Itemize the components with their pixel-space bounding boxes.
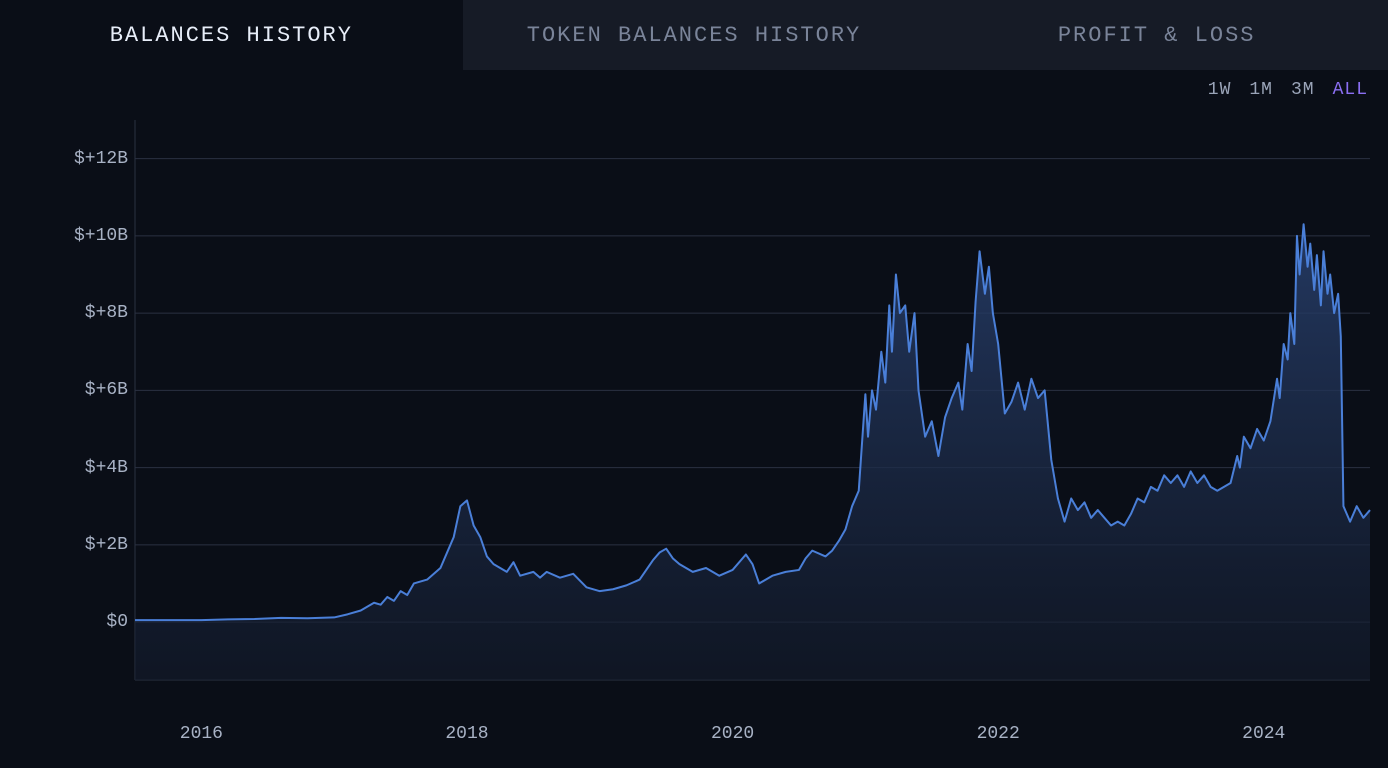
y-axis-label: $+12B xyxy=(74,149,128,169)
x-axis-label: 2020 xyxy=(711,724,754,744)
range-3m[interactable]: 3M xyxy=(1291,80,1315,100)
y-axis-label: $+4B xyxy=(85,458,128,478)
y-axis-label: $+10B xyxy=(74,226,128,246)
range-1m[interactable]: 1M xyxy=(1249,80,1273,100)
tab-balances-history[interactable]: BALANCES HISTORY xyxy=(0,0,463,70)
y-axis-label: $+2B xyxy=(85,535,128,555)
tab-token-balances-history[interactable]: TOKEN BALANCES HISTORY xyxy=(463,0,926,70)
y-axis-label: $+8B xyxy=(85,303,128,323)
balances-history-chart: $0 $+2B $+4B $+6B $+8B $+10B $+12B 2016 2018 2020… xyxy=(0,100,1388,750)
tab-profit-loss[interactable]: PROFIT & LOSS xyxy=(925,0,1388,70)
y-axis-label: $+6B xyxy=(85,380,128,400)
time-range-selector: 1W 1M 3M ALL xyxy=(0,70,1388,100)
tab-bar: BALANCES HISTORY TOKEN BALANCES HISTORY … xyxy=(0,0,1388,70)
y-axis-label: $0 xyxy=(106,612,128,632)
tab-label: PROFIT & LOSS xyxy=(1058,23,1256,48)
x-axis-label: 2018 xyxy=(445,724,488,744)
range-all[interactable]: ALL xyxy=(1333,80,1368,100)
range-1w[interactable]: 1W xyxy=(1208,80,1232,100)
tab-label: TOKEN BALANCES HISTORY xyxy=(527,23,861,48)
x-axis-label: 2022 xyxy=(977,724,1020,744)
x-axis-label: 2024 xyxy=(1242,724,1285,744)
tab-label: BALANCES HISTORY xyxy=(110,23,353,48)
x-axis-label: 2016 xyxy=(180,724,223,744)
